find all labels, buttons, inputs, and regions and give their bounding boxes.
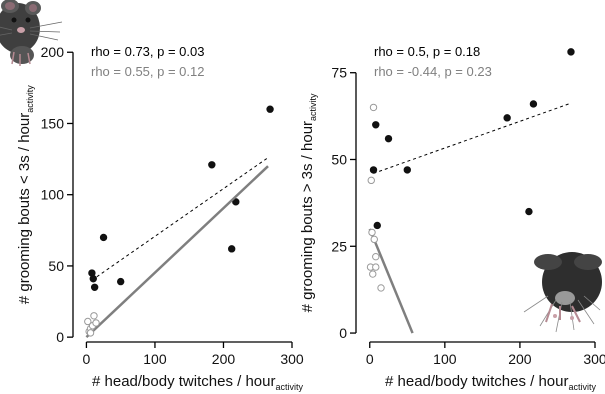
right-panel: 0 25 50 75 0 100 200 300 # head/body twitches / … (299, 44, 605, 392)
x-tick-label: 200 (212, 351, 236, 367)
data-point-open (368, 228, 376, 237)
y-tick-label: 0 (56, 329, 64, 345)
x-tick-label: 100 (433, 351, 457, 367)
x-tick-label: 0 (83, 351, 91, 367)
data-point-filled (384, 134, 393, 143)
data-point-filled (89, 275, 97, 283)
data-point-open (367, 176, 375, 185)
data-point-filled (373, 221, 381, 230)
data-point-filled (525, 207, 533, 216)
y-tick-label: 50 (331, 151, 347, 167)
y-tick-label: 25 (331, 238, 347, 254)
y-tick-label: 200 (41, 44, 65, 60)
data-point-filled (503, 114, 511, 122)
correlation-annotation: rho = -0.44, p = 0.23 (374, 64, 492, 79)
y-tick-label: 150 (41, 115, 65, 131)
x-tick-label: 300 (583, 351, 605, 367)
data-point-filled (567, 48, 575, 56)
mouse-illustration-left (0, 0, 63, 66)
data-point-open (84, 317, 92, 326)
data-point-filled (90, 283, 99, 291)
x-tick-label: 100 (143, 351, 167, 367)
mouse-illustration-right (523, 252, 602, 333)
trend-line-dashed (373, 103, 569, 174)
x-tick-label: 0 (366, 351, 374, 367)
data-point-filled (227, 245, 236, 253)
y-axis-label: # grooming bouts < 3s / houractivity (16, 85, 35, 304)
data-point-open (86, 329, 95, 337)
data-point-filled (529, 100, 538, 108)
data-point-filled (403, 166, 411, 174)
correlation-annotation: rho = 0.55, p = 0.12 (91, 64, 204, 79)
data-point-open (377, 284, 385, 292)
x-tick-label: 200 (508, 351, 532, 367)
data-point-open (90, 312, 98, 320)
data-point-open (92, 319, 100, 327)
x-axis-label: # head/body twitches / houractivity (385, 373, 596, 392)
data-point-open (372, 252, 380, 261)
data-point-open (372, 263, 380, 271)
data-point-open (369, 270, 377, 278)
data-point-filled (99, 233, 108, 242)
y-axis-label: # grooming bouts > 3s / houractivity (299, 93, 318, 312)
x-tick-label: 300 (280, 351, 304, 367)
x-axis-label: # head/body twitches / houractivity (92, 373, 303, 392)
data-point-open (370, 235, 378, 244)
data-point-filled (232, 198, 240, 206)
data-point-filled (369, 166, 378, 174)
y-tick-label: 75 (331, 65, 347, 81)
data-point-filled (116, 277, 125, 286)
y-tick-label: 0 (339, 325, 347, 341)
y-tick-label: 50 (48, 258, 64, 274)
trend-line-dashed (91, 157, 269, 281)
correlation-annotation: rho = 0.73, p = 0.03 (91, 44, 204, 59)
data-point-open (369, 103, 378, 112)
data-point-filled (266, 105, 274, 113)
left-panel: 0 50 100 150 200 0 100 200 300 # head/body twitch… (16, 44, 304, 392)
trend-line-solid (368, 228, 414, 334)
data-point-filled (208, 161, 216, 169)
data-point-filled (372, 121, 380, 129)
correlation-annotation: rho = 0.5, p = 0.18 (374, 44, 480, 59)
y-tick-label: 100 (41, 187, 65, 203)
trend-line-solid (85, 165, 269, 339)
